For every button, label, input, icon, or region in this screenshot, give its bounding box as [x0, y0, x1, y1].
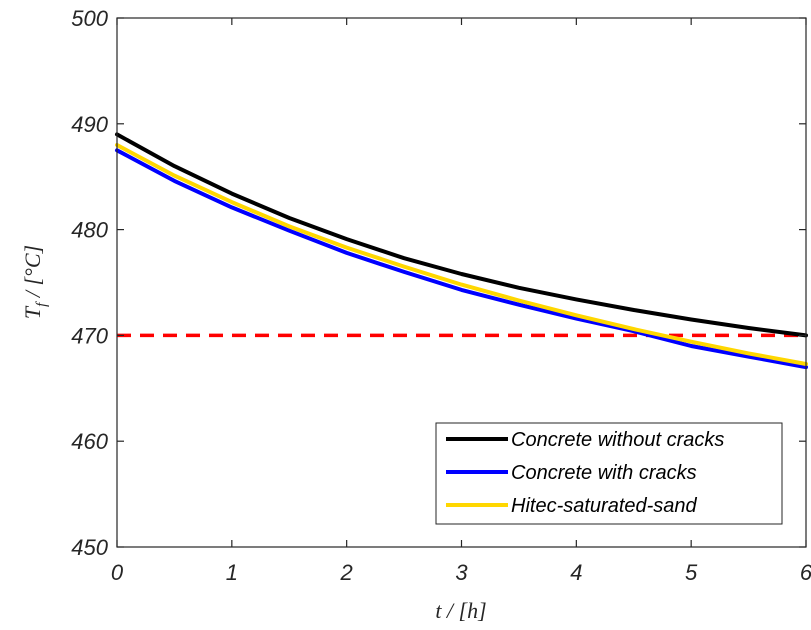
legend: Concrete without cracks Concrete with cra…: [435, 422, 783, 525]
x-tick-label: 5: [685, 560, 698, 585]
y-tick-label: 490: [71, 112, 108, 137]
legend-label-1: Concrete with cracks: [511, 462, 697, 484]
y-axis-label-sub: f: [34, 301, 50, 307]
x-tick-label: 6: [800, 560, 811, 585]
series-line-1: [115, 148, 808, 370]
y-tick-label: 470: [71, 323, 108, 348]
series-line-2: [115, 143, 808, 366]
series-layer: [115, 132, 808, 370]
y-tick-label: 450: [71, 535, 108, 560]
y-tick-label: 500: [71, 6, 108, 31]
series-line-0: [115, 132, 808, 338]
legend-items: Concrete without cracks Concrete with cra…: [446, 429, 724, 517]
y-axis-label-main: T: [20, 305, 45, 319]
x-tick-label: 1: [226, 560, 238, 585]
x-axis-label: t / [h]: [435, 598, 486, 623]
tick-layer: 0 1 2 3 4 5 6 450 460 470 480 490 500: [71, 6, 811, 585]
y-axis-label-rest: / [°C]: [20, 245, 45, 303]
x-tick-label: 3: [455, 560, 468, 585]
legend-label-0: Concrete without cracks: [511, 429, 724, 451]
y-axis-label: Tf / [°C]: [20, 245, 50, 319]
legend-label-2: Hitec-saturated-sand: [511, 495, 698, 517]
x-tick-label: 4: [570, 560, 582, 585]
x-tick-label: 2: [340, 560, 353, 585]
y-tick-label: 460: [71, 429, 108, 454]
y-tick-label: 480: [71, 218, 108, 243]
x-tick-label: 0: [111, 560, 124, 585]
